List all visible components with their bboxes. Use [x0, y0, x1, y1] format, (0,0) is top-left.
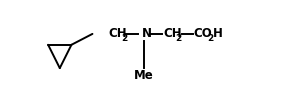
Text: CH: CH — [164, 27, 182, 40]
Text: 2: 2 — [207, 34, 214, 43]
Text: N: N — [142, 27, 152, 40]
Text: Me: Me — [134, 69, 154, 82]
Text: H: H — [213, 27, 222, 40]
Text: 2: 2 — [121, 34, 127, 43]
Text: CH: CH — [109, 27, 127, 40]
Text: 2: 2 — [176, 34, 182, 43]
Text: CO: CO — [194, 27, 212, 40]
